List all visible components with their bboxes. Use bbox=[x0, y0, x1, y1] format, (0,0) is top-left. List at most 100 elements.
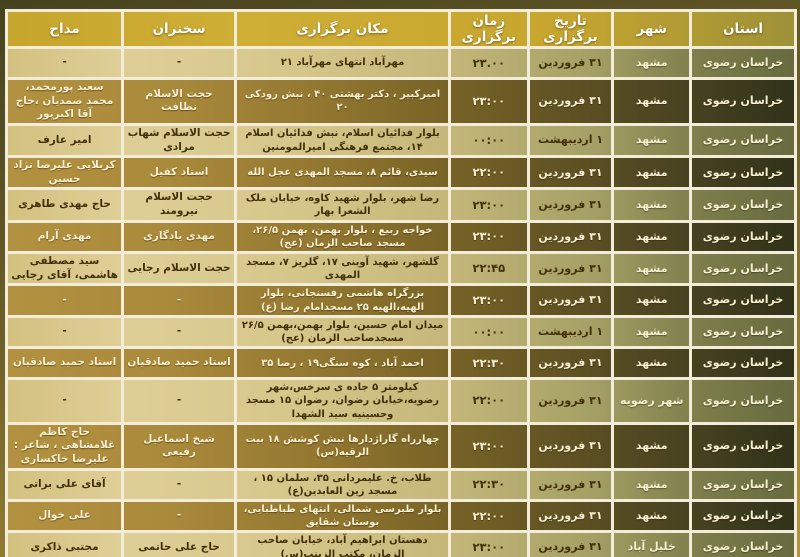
cell-date: ۳۱ فروردین bbox=[526, 467, 615, 503]
cell-venue: بزرگراه هاشمی رفسنجانی، بلوار الهیه،الهی… bbox=[234, 283, 451, 318]
cell-time: ۲۲:۴۵ bbox=[447, 251, 530, 287]
cell-time: ۲۲:۰۰ bbox=[447, 499, 530, 534]
cell-maddah: سید مصطفی هاشمی، آقای رجایی bbox=[4, 251, 125, 287]
cell-maddah: - bbox=[4, 314, 125, 350]
cell-time: ۲۲:۰۰ bbox=[447, 377, 530, 425]
cell-speaker: حجت الاسلام رجایی bbox=[121, 251, 238, 287]
events-schedule-table: استان شهر تاریخ برگزاری زمان برگزاری مکان بر… bbox=[4, 9, 797, 557]
cell-maddah: آقای علی براتی bbox=[4, 467, 125, 503]
cell-city: خلیل آباد bbox=[611, 530, 693, 557]
cell-time: ۰۰:۰۰ bbox=[447, 122, 530, 159]
cell-date: ۳۱ فروردین bbox=[526, 346, 615, 381]
cell-speaker: - bbox=[121, 467, 238, 503]
cell-time: ۲۲:۳۰ bbox=[447, 467, 530, 503]
cell-speaker: - bbox=[121, 283, 238, 318]
cell-venue: طلاب، خ. علیمردانی ۳۵، سلمان ۱۵ ، مسجد ز… bbox=[234, 467, 451, 503]
cell-time: ۲۳:۰۰ bbox=[447, 219, 530, 255]
cell-province: خراسان رضوی bbox=[689, 187, 797, 223]
cell-maddah: کربلایی علیرضا نژاد حسین bbox=[4, 155, 125, 191]
cell-date: ۳۱ فروردین bbox=[526, 155, 615, 191]
cell-time: ۲۳:۰۰ bbox=[447, 530, 530, 557]
cell-time: ۲۳:۰۰ bbox=[447, 187, 530, 223]
cell-venue: احمد آباد ، کوه سنگی۱۹ ، رضا ۳۵ bbox=[234, 346, 451, 381]
cell-maddah: سعید پورمحمد، محمد صمدیان ،حاج آقا اکبرپ… bbox=[4, 77, 125, 126]
cell-maddah: حاج مهدی طاهری bbox=[4, 187, 125, 223]
table-header: استان شهر تاریخ برگزاری زمان برگزاری مکان بر… bbox=[4, 9, 797, 49]
cell-venue: بلوار طبرسی شمالی، انتهای طباطبایی، بوست… bbox=[234, 499, 451, 534]
cell-city: مشهد bbox=[611, 251, 693, 287]
cell-venue: میدان امام حسین، بلوار بهمن،بهمن ۲۶/۵ مس… bbox=[234, 314, 451, 350]
table-row: خراسان رضوی مشهد ۳۱ فروردین ۲۳:۰۰ چهارراه گا… bbox=[4, 421, 797, 471]
cell-time: ۲۲:۳۰ bbox=[447, 346, 530, 381]
cell-province: خراسان رضوی bbox=[689, 77, 797, 126]
cell-speaker: - bbox=[121, 377, 238, 425]
table-row: خراسان رضوی مشهد ۱ اردیبهشت ۰۰:۰۰ میدان امام… bbox=[4, 314, 797, 350]
table-row: خراسان رضوی مشهد ۳۱ فروردین ۲۳:۰۰ رضا شهر، ب… bbox=[4, 187, 797, 223]
cell-maddah: مجتبی ذاکری bbox=[4, 530, 125, 557]
cell-time: ۲۳.۰۰ bbox=[447, 46, 530, 80]
cell-city: مشهد bbox=[611, 346, 693, 381]
table-row: خراسان رضوی خلیل آباد ۳۱ فروردین ۲۳:۰۰ دهستا… bbox=[4, 530, 797, 557]
cell-time: ۲۳:۰۰ bbox=[447, 283, 530, 318]
cell-date: ۳۱ فروردین bbox=[526, 421, 615, 471]
cell-venue: کیلومتر ۵ جاده ی سرخس،شهر رضویه،خیابان ر… bbox=[234, 377, 451, 425]
column-header-venue: مکان برگزاری bbox=[234, 9, 451, 49]
cell-time: ۲۳:۰۰ bbox=[447, 77, 530, 126]
cell-date: ۱ اردیبهشت bbox=[526, 122, 615, 159]
cell-city: مشهد bbox=[611, 499, 693, 534]
cell-province: خراسان رضوی bbox=[689, 421, 797, 471]
cell-city: مشهد bbox=[611, 77, 693, 126]
cell-venue: سیدی، قائم ۸، مسجد المهدی عجل الله bbox=[234, 155, 451, 191]
cell-province: خراسان رضوی bbox=[689, 499, 797, 534]
cell-speaker: استاد حمید صادقیان bbox=[121, 346, 238, 381]
table-row: خراسان رضوی مشهد ۳۱ فروردین ۲۲:۳۰ طلاب، خ. ع… bbox=[4, 467, 797, 503]
column-header-province: استان bbox=[689, 9, 797, 49]
cell-province: خراسان رضوی bbox=[689, 155, 797, 191]
table-row: خراسان رضوی مشهد ۳۱ فروردین ۲۳:۰۰ بزرگراه ها… bbox=[4, 283, 797, 318]
cell-venue: دهستان ابراهیم آباد، خیابان صاحب الزمان،… bbox=[234, 530, 451, 557]
cell-date: ۳۱ فروردین bbox=[526, 46, 615, 80]
table-row: خراسان رضوی مشهد ۳۱ فروردین ۲۲:۰۰ بلوار طبرس… bbox=[4, 499, 797, 534]
cell-maddah: - bbox=[4, 46, 125, 80]
cell-city: مشهد bbox=[611, 421, 693, 471]
cell-venue: گلشهر، شهید آوینی ۱۷، گلریز ۷، مسجد المه… bbox=[234, 251, 451, 287]
table-body: خراسان رضوی مشهد ۳۱ فروردین ۲۳.۰۰ مهرآباد ان… bbox=[4, 46, 797, 557]
cell-speaker: حاج علی حاتمی bbox=[121, 530, 238, 557]
cell-maddah: علی خوال bbox=[4, 499, 125, 534]
cell-province: خراسان رضوی bbox=[689, 346, 797, 381]
column-header-time: زمان برگزاری bbox=[447, 9, 530, 49]
table-row: خراسان رضوی مشهد ۳۱ فروردین ۲۳:۰۰ خواجه ربیع… bbox=[4, 219, 797, 255]
column-header-maddah: مداح bbox=[4, 9, 125, 49]
cell-date: ۳۱ فروردین bbox=[526, 77, 615, 126]
cell-venue: امیرکبیر ، دکتر بهشتی ۴۰ ، نبش رودکی ۲۰ bbox=[234, 77, 451, 126]
cell-province: خراسان رضوی bbox=[689, 219, 797, 255]
column-header-city: شهر bbox=[611, 9, 693, 49]
column-header-date: تاریخ برگزاری bbox=[526, 9, 615, 49]
cell-province: خراسان رضوی bbox=[689, 530, 797, 557]
cell-city: مشهد bbox=[611, 187, 693, 223]
cell-province: خراسان رضوی bbox=[689, 122, 797, 159]
cell-province: خراسان رضوی bbox=[689, 467, 797, 503]
cell-city: مشهد bbox=[611, 314, 693, 350]
cell-province: خراسان رضوی bbox=[689, 283, 797, 318]
cell-speaker: حجت الاسلام شهاب مرادی bbox=[121, 122, 238, 159]
cell-city: مشهد bbox=[611, 467, 693, 503]
cell-maddah: امیر عارف bbox=[4, 122, 125, 159]
cell-time: ۰۰:۰۰ bbox=[447, 314, 530, 350]
cell-speaker: - bbox=[121, 499, 238, 534]
cell-province: خراسان رضوی bbox=[689, 377, 797, 425]
cell-date: ۳۱ فروردین bbox=[526, 251, 615, 287]
cell-date: ۳۱ فروردین bbox=[526, 530, 615, 557]
table-row: خراسان رضوی مشهد ۳۱ فروردین ۲۲:۴۵ گلشهر، شهی… bbox=[4, 251, 797, 287]
cell-speaker: - bbox=[121, 314, 238, 350]
cell-city: مشهد bbox=[611, 46, 693, 80]
cell-venue: خواجه ربیع ، بلوار بهمن، بهمن ۲۶/۵، مسجد… bbox=[234, 219, 451, 255]
table-row: خراسان رضوی مشهد ۳۱ فروردین ۲۲:۳۰ احمد آباد … bbox=[4, 346, 797, 381]
cell-date: ۳۱ فروردین bbox=[526, 219, 615, 255]
table-row: خراسان رضوی مشهد ۳۱ فروردین ۲۳:۰۰ امیرکبیر ،… bbox=[4, 77, 797, 126]
cell-province: خراسان رضوی bbox=[689, 251, 797, 287]
cell-time: ۲۲:۰۰ bbox=[447, 155, 530, 191]
cell-speaker: حجت الاسلام نظافت bbox=[121, 77, 238, 126]
table-row: خراسان رضوی مشهد ۱ اردیبهشت ۰۰:۰۰ بلوار فدائ… bbox=[4, 122, 797, 159]
